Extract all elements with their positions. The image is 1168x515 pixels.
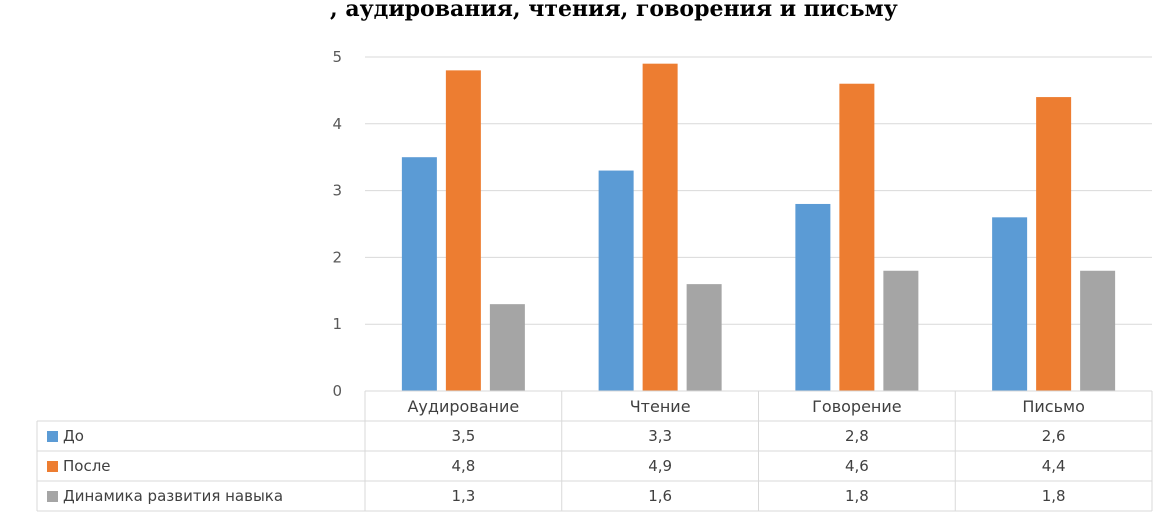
- y-tick-label: 2: [332, 248, 342, 266]
- data-cell: 2,6: [1042, 427, 1066, 445]
- data-cell: 1,8: [1042, 487, 1066, 505]
- y-tick-label: 1: [332, 315, 342, 333]
- bar: [401, 157, 437, 391]
- bars: [401, 63, 1116, 392]
- data-cell: 4,8: [451, 457, 475, 475]
- bar: [839, 83, 875, 391]
- legend-swatch: [47, 431, 58, 442]
- category-label: Аудирование: [407, 397, 519, 416]
- chart-title-fragment: , аудирования, чтения, говорения и письм…: [330, 0, 898, 22]
- category-label: Говорение: [812, 397, 901, 416]
- data-cell: 4,6: [845, 457, 869, 475]
- gridlines: [365, 56, 1152, 392]
- y-tick-label: 3: [332, 182, 342, 200]
- category-label: Чтение: [630, 397, 691, 416]
- data-cell: 1,6: [648, 487, 672, 505]
- data-cell: 4,9: [648, 457, 672, 475]
- series-name: Динамика развития навыка: [63, 487, 283, 505]
- y-tick-label: 5: [332, 48, 342, 66]
- bar: [489, 304, 525, 391]
- legend-swatch: [47, 491, 58, 502]
- bar: [992, 217, 1028, 391]
- bar: [598, 170, 634, 391]
- data-table: Аудирование Чтение Говорение Письмо До 3,5 3,3…: [36, 390, 1153, 512]
- bar: [1036, 97, 1072, 391]
- y-tick-label: 4: [332, 115, 342, 133]
- bar: [883, 270, 919, 391]
- data-cell: 1,3: [451, 487, 475, 505]
- legend-swatch: [47, 461, 58, 472]
- bar: [642, 63, 678, 392]
- bar: [686, 284, 722, 391]
- data-cell: 3,3: [648, 427, 672, 445]
- bar: [795, 203, 831, 391]
- series-name: До: [63, 427, 84, 445]
- data-cell: 3,5: [451, 427, 475, 445]
- data-cell: 4,4: [1042, 457, 1066, 475]
- category-label: Письмо: [1022, 397, 1085, 416]
- data-cell: 2,8: [845, 427, 869, 445]
- data-cell: 1,8: [845, 487, 869, 505]
- bar: [445, 70, 481, 392]
- y-axis: 0 1 2 3 4 5: [332, 48, 342, 400]
- y-tick-label: 0: [332, 382, 342, 400]
- bar: [1080, 270, 1116, 391]
- series-name: После: [63, 457, 111, 475]
